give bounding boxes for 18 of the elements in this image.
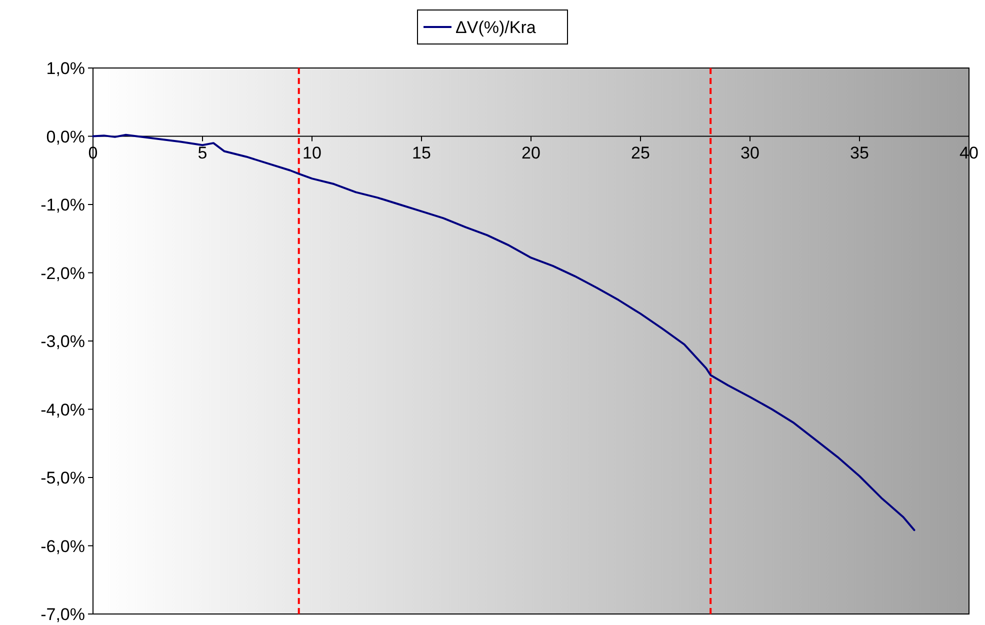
y-tick-label: -5,0% [40,468,85,488]
x-tick-label: 5 [198,143,208,162]
y-tick-label: 1,0% [46,59,85,78]
x-tick-label: 30 [740,143,760,162]
y-tick-label: -1,0% [40,196,85,214]
y-tick-label: -4,0% [40,400,85,420]
y-tick-label: -6,0% [40,536,85,556]
x-tick-label: 15 [412,143,431,162]
x-tick-label: 20 [522,143,540,162]
y-tick-label: 0,0% [46,127,85,146]
x-tick-label: 40 [960,143,978,162]
y-tick-label: -7,0% [40,605,85,624]
y-tick-label: -3,0% [40,332,85,351]
x-tick-label: 25 [631,143,650,162]
legend-label: ΔV(%)/Kra [456,18,536,37]
y-tick-label: -2,0% [40,264,85,283]
x-tick-label: 10 [302,143,322,162]
x-tick-label: 35 [850,143,869,162]
